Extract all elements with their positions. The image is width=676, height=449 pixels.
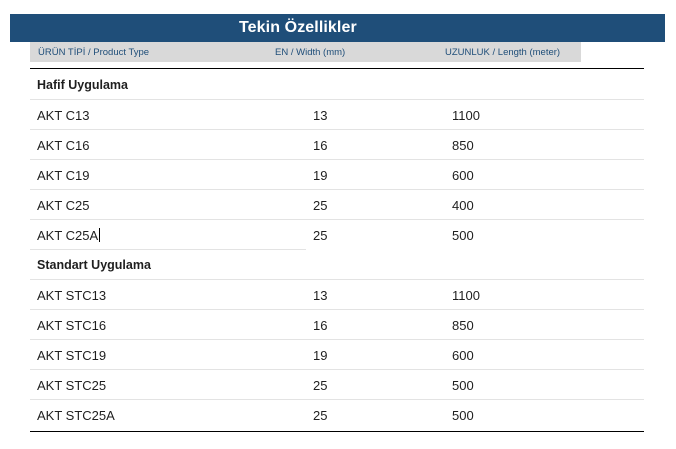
table-row: AKT C25 25 400	[30, 190, 644, 220]
section-label: Hafif Uygulama	[37, 78, 128, 92]
table-row: AKT C19 19 600	[30, 160, 644, 190]
row-divider	[30, 369, 644, 370]
width-cell: 16	[313, 318, 328, 333]
width-cell: 13	[313, 108, 328, 123]
text-cursor	[99, 228, 101, 242]
section-header-row: Standart Uygulama	[30, 250, 644, 280]
column-header-length: UZUNLUK / Length (meter)	[445, 47, 561, 58]
length-cell: 500	[452, 408, 474, 423]
length-cell: 1100	[452, 288, 480, 303]
product-type-cell-editing[interactable]: AKT C25A	[37, 228, 101, 243]
table-title: Tekin Özellikler	[239, 19, 357, 36]
product-type-cell: AKT C25A	[37, 228, 99, 243]
width-cell: 16	[313, 138, 328, 153]
width-cell: 25	[313, 408, 328, 423]
table-row: AKT STC25 25 500	[30, 370, 644, 400]
row-divider	[30, 159, 644, 160]
length-cell: 500	[452, 378, 474, 393]
product-type-cell: AKT C16	[37, 138, 90, 153]
length-cell: 600	[452, 168, 474, 183]
row-divider	[30, 99, 644, 100]
table-top-rule	[30, 68, 644, 69]
section-header-row: Hafif Uygulama	[30, 70, 644, 100]
length-cell: 1100	[452, 108, 480, 123]
length-cell: 600	[452, 348, 474, 363]
length-cell: 400	[452, 198, 474, 213]
section-label: Standart Uygulama	[37, 258, 151, 272]
row-divider	[30, 399, 644, 400]
width-cell: 19	[313, 348, 328, 363]
product-type-cell: AKT STC25A	[37, 408, 115, 423]
table-row[interactable]: AKT C25A 25 500	[30, 220, 644, 250]
column-header-product-type: ÜRÜN TİPİ / Product Type	[38, 47, 150, 58]
table-row: AKT C16 16 850	[30, 130, 644, 160]
width-cell: 13	[313, 288, 328, 303]
length-cell: 850	[452, 318, 474, 333]
row-divider	[30, 279, 644, 280]
row-divider	[30, 339, 644, 340]
product-type-cell: AKT C13	[37, 108, 90, 123]
length-cell: 850	[452, 138, 474, 153]
table-row: AKT STC19 19 600	[30, 340, 644, 370]
product-type-cell: AKT STC25	[37, 378, 107, 393]
table-title-bar: Tekin Özellikler	[10, 14, 665, 42]
row-divider	[30, 249, 306, 250]
column-header-width: EN / Width (mm)	[275, 47, 346, 58]
row-divider	[30, 129, 644, 130]
table-bottom-rule	[30, 431, 644, 432]
width-cell: 25	[313, 198, 328, 213]
width-cell: 25	[313, 228, 328, 243]
table-row: AKT C13 13 1100	[30, 100, 644, 130]
width-cell: 19	[313, 168, 328, 183]
row-divider	[30, 189, 644, 190]
table-row: AKT STC13 13 1100	[30, 280, 644, 310]
product-type-cell: AKT C25	[37, 198, 90, 213]
product-type-cell: AKT STC16	[37, 318, 107, 333]
product-type-cell: AKT STC19	[37, 348, 107, 363]
product-type-cell: AKT STC13	[37, 288, 107, 303]
table-row: AKT STC25A 25 500	[30, 400, 644, 430]
length-cell: 500	[452, 228, 474, 243]
row-divider	[30, 309, 644, 310]
product-type-cell: AKT C19	[37, 168, 90, 183]
table-row: AKT STC16 16 850	[30, 310, 644, 340]
width-cell: 25	[313, 378, 328, 393]
row-divider	[30, 219, 644, 220]
column-header-row: ÜRÜN TİPİ / Product Type EN / Width (mm)…	[30, 42, 581, 62]
